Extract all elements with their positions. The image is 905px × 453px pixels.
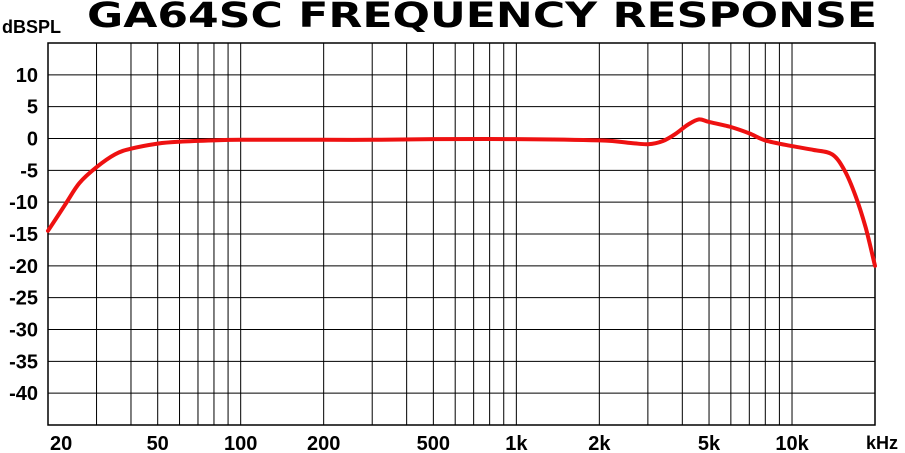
- x-tick-label: 20: [50, 433, 72, 453]
- y-tick-label: -5: [20, 160, 38, 182]
- grid: [47, 42, 876, 426]
- x-tick-label: 500: [417, 433, 450, 453]
- x-tick-label: 10k: [775, 433, 809, 453]
- x-tick-label: 200: [307, 433, 340, 453]
- x-tick-label: 50: [147, 433, 169, 453]
- y-tick-label: -25: [9, 288, 38, 310]
- x-tick-label: 100: [224, 433, 257, 453]
- y-tick-label: -20: [9, 256, 38, 278]
- chart-title: GA64SC FREQUENCY RESPONSE: [87, 0, 877, 36]
- y-tick-label: -35: [9, 351, 38, 373]
- y-axis-label: dBSPL: [2, 17, 61, 37]
- series: [46, 117, 877, 268]
- y-tick-label: -30: [9, 320, 38, 342]
- x-tick-label: 5k: [698, 433, 721, 453]
- response-curve: [46, 117, 877, 268]
- y-tick-label: 0: [27, 129, 38, 151]
- x-tick-label: 1k: [505, 433, 528, 453]
- y-tick-label: 10: [16, 65, 38, 87]
- y-tick-label: -10: [9, 192, 38, 214]
- y-tick-label: 5: [27, 97, 38, 119]
- y-tick-label: -15: [9, 224, 38, 246]
- x-tick-label: 2k: [588, 433, 611, 453]
- y-tick-label: -40: [9, 383, 38, 405]
- plot-frame: [47, 42, 876, 426]
- y-tick-labels: 10 5 0 -5 -10 -15 -20 -25 -30 -35 -40: [9, 65, 38, 405]
- x-axis-label: kHz: [866, 433, 898, 453]
- x-tick-labels: 20 50 100 200 500 1k 2k 5k 10k: [50, 433, 810, 453]
